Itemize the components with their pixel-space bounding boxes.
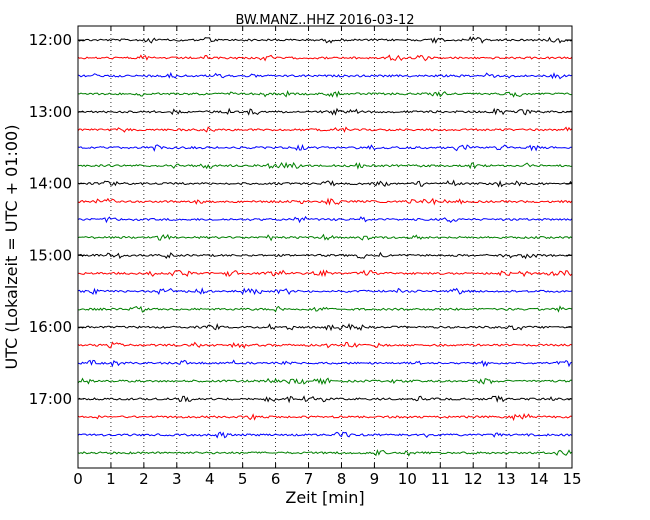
trace-1215 [77,54,573,62]
trace-1200 [77,36,573,44]
trace-1745 [77,448,573,457]
x-axis-label: Zeit [min] [285,488,364,507]
x-tick-label: 4 [205,470,215,488]
x-tick-label: 7 [304,470,314,488]
y-axis-label: UTC (Lokalzeit = UTC + 01:00) [2,125,21,370]
y-tick-label: 14:00 [29,175,72,193]
x-tick-label: 1 [106,470,116,488]
x-tick-label: 3 [172,470,182,488]
y-axis-ticks: 12:00 13:00 14:00 15:00 16:00 17:00 [29,31,572,408]
x-tick-label: 10 [398,470,417,488]
trace-1245 [78,90,572,98]
y-tick-label: 12:00 [29,31,72,49]
trace-1530 [77,287,573,296]
trace-1345 [77,161,573,170]
trace-1300 [77,107,573,116]
x-tick-label: 14 [530,470,549,488]
trace-1630 [77,359,573,368]
trace-1515 [77,269,573,278]
trace-1430 [77,215,573,224]
plot-frame [77,25,573,469]
trace-1700 [77,395,573,404]
vertical-grid [110,26,540,468]
x-tick-label: 11 [431,470,450,488]
chart-title: BW.MANZ..HHZ 2016-03-12 [235,13,414,28]
y-tick-label: 17:00 [29,390,72,408]
trace-1545 [78,305,573,313]
x-tick-label: 2 [139,470,149,488]
x-axis-ticks: 0 1 2 3 4 5 6 7 8 9 10 11 12 13 14 15 [73,26,582,488]
trace-1615 [77,341,573,349]
trace-1400 [77,179,573,188]
x-tick-label: 15 [562,470,581,488]
trace-1230 [77,71,573,80]
x-tick-label: 9 [370,470,380,488]
trace-1715 [77,412,573,422]
trace-1500 [78,251,573,260]
trace-1645 [77,377,573,386]
x-tick-label: 8 [337,470,347,488]
trace-1415 [77,197,573,206]
seismogram-traces [77,36,573,457]
trace-1330 [77,143,573,152]
x-tick-label: 5 [238,470,248,488]
y-tick-label: 15:00 [29,246,72,264]
x-tick-label: 0 [73,470,83,488]
trace-1600 [77,322,573,332]
x-tick-label: 6 [271,470,281,488]
y-tick-label: 13:00 [29,103,72,121]
x-tick-label: 12 [464,470,483,488]
trace-1730 [77,431,573,439]
trace-1315 [77,126,573,133]
trace-1445 [77,233,573,242]
y-tick-label: 16:00 [29,318,72,336]
x-tick-label: 13 [497,470,516,488]
